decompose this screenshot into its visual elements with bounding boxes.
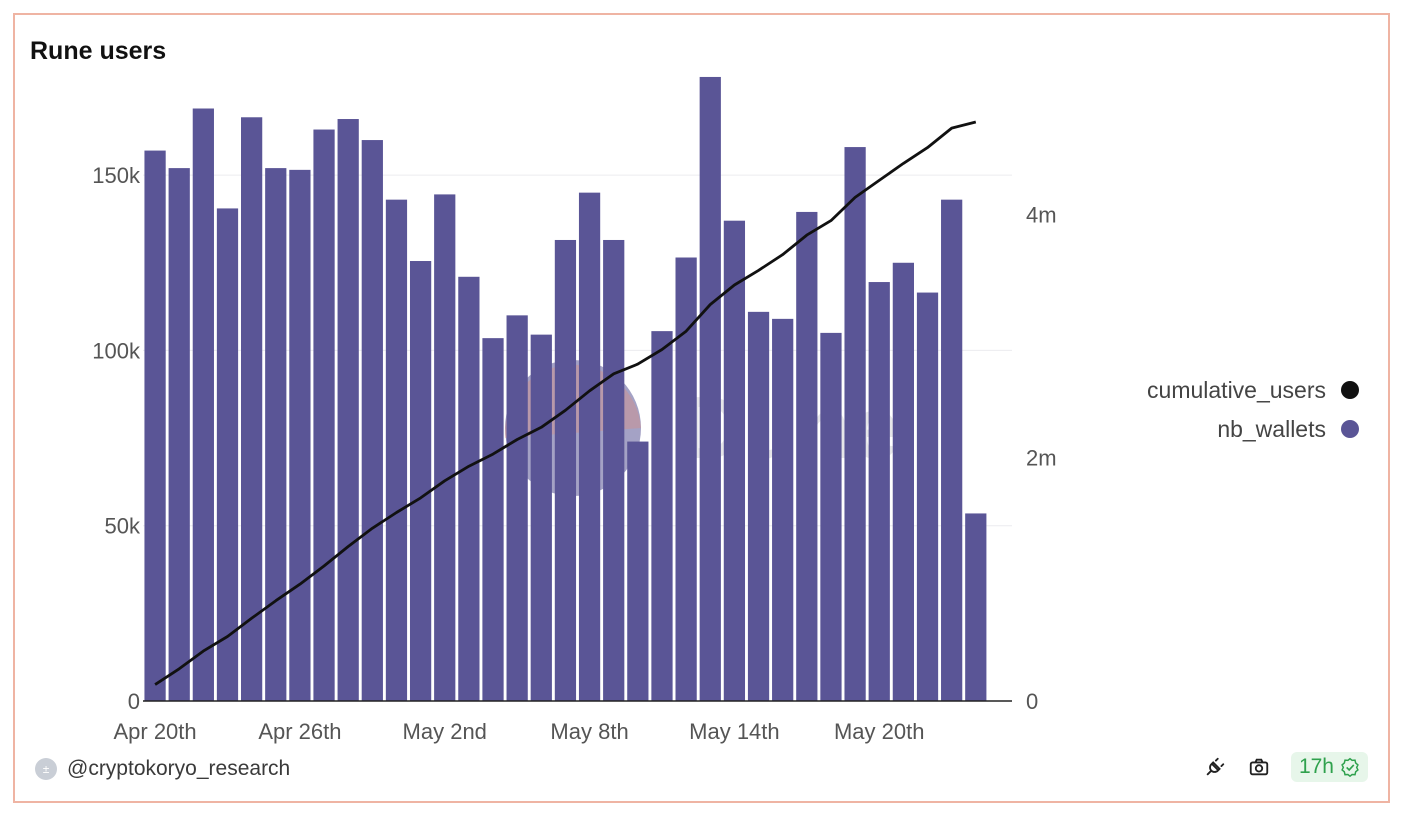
check-badge-icon xyxy=(1341,757,1359,777)
refresh-badge-label: 17h xyxy=(1298,755,1334,778)
bar xyxy=(289,169,311,701)
bar xyxy=(482,338,504,701)
right-tick-label: 2m xyxy=(1026,446,1057,471)
legend-marker xyxy=(1341,420,1359,438)
bar xyxy=(772,318,794,701)
right-tick-label: 4m xyxy=(1026,202,1057,227)
legend-label: nb_wallets xyxy=(1217,416,1326,442)
x-tick-label: May 20th xyxy=(834,719,925,744)
chart-title: Rune users xyxy=(30,37,167,65)
bar xyxy=(168,168,190,701)
bar xyxy=(216,208,239,701)
left-tick-label: 100k xyxy=(92,338,141,363)
bar xyxy=(796,211,818,701)
line-series xyxy=(154,120,977,686)
bar xyxy=(530,334,552,701)
bar xyxy=(603,239,625,701)
legend-label: cumulative_users xyxy=(1147,377,1326,403)
bar xyxy=(651,331,673,701)
right-tick-label: 0 xyxy=(1026,689,1038,714)
legend: cumulative_users nb_wallets xyxy=(1147,377,1359,442)
bar xyxy=(941,199,963,702)
axes: 0 50k 100k 150k 0 2m 4m Apr 20th Apr 26th May 2nd… xyxy=(92,163,1056,744)
bar xyxy=(675,257,697,701)
refresh-badge[interactable]: 17h xyxy=(1290,752,1368,782)
author-link[interactable]: ± @cryptokoryo_research xyxy=(35,755,290,783)
bar xyxy=(723,220,746,701)
bar xyxy=(192,108,214,702)
camera-icon[interactable] xyxy=(1247,755,1271,779)
bar xyxy=(313,129,335,702)
bar xyxy=(434,194,456,701)
bar xyxy=(265,168,287,701)
bar xyxy=(844,147,866,702)
bar xyxy=(699,76,721,701)
bar xyxy=(868,282,890,701)
avatar-icon: ± xyxy=(35,758,57,780)
bar xyxy=(820,332,842,701)
bar xyxy=(892,262,914,701)
bar xyxy=(747,311,770,701)
legend-marker xyxy=(1341,381,1359,399)
left-tick-label: 50k xyxy=(105,514,141,539)
toolbar: 17h xyxy=(1203,752,1368,782)
bar xyxy=(144,150,166,701)
gridlines xyxy=(143,174,1012,527)
bar xyxy=(361,140,383,701)
bar xyxy=(385,199,408,702)
bar xyxy=(241,117,263,702)
bar xyxy=(578,192,601,701)
x-tick-label: Apr 26th xyxy=(258,719,341,744)
left-tick-label: 150k xyxy=(92,163,141,188)
x-tick-label: May 14th xyxy=(689,719,780,744)
x-tick-label: May 2nd xyxy=(403,719,487,744)
bar xyxy=(554,239,577,701)
bar xyxy=(627,441,649,701)
bar xyxy=(965,513,987,701)
bar-series xyxy=(144,76,987,702)
x-tick-label: May 8th xyxy=(550,719,628,744)
bar xyxy=(409,261,432,701)
author-handle: @cryptokoryo_research xyxy=(67,757,291,780)
bar xyxy=(916,292,939,701)
left-tick-label: 0 xyxy=(128,689,140,714)
bar xyxy=(458,276,480,701)
cumulative-users-line xyxy=(154,120,977,686)
plug-icon[interactable] xyxy=(1203,755,1227,779)
bar xyxy=(506,315,528,701)
bar xyxy=(337,119,359,701)
x-tick-label: Apr 20th xyxy=(113,719,196,744)
